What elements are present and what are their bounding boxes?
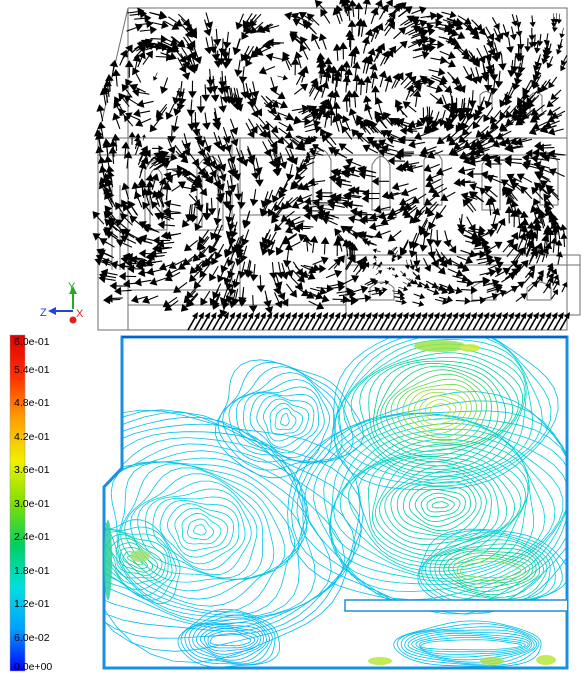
z-axis-head	[48, 307, 56, 315]
colorbar-tick-label: 6.0e-01	[14, 336, 50, 348]
colorbar-tick-label: 3.6e-01	[14, 464, 50, 476]
axis-label-x: X	[76, 308, 84, 320]
colorbar-tick-label: 4.8e-01	[14, 397, 50, 409]
velocity-vector-view: Y Z X	[40, 0, 580, 330]
colorbar-tick-label: 2.4e-01	[14, 531, 50, 543]
velocity-contour-plot	[33, 325, 584, 668]
contour-lines	[33, 325, 584, 667]
colorbar-tick-label: 1.2e-01	[14, 598, 50, 610]
colorbar-tick-label: 1.8e-01	[14, 565, 50, 577]
axis-label-y: Y	[68, 281, 76, 293]
colorbar-tick-label: 3.0e-01	[14, 498, 50, 510]
axis-triad: Y Z X	[40, 281, 84, 324]
axis-label-z: Z	[40, 307, 47, 319]
colorbar-tick-label: 6.0e-02	[14, 632, 50, 644]
colorbar-tick-label: 4.2e-01	[14, 431, 50, 443]
colorbar-tick-label: 0.0e+00	[14, 661, 52, 673]
colorbar-tick-label: 5.4e-01	[14, 364, 50, 376]
partition-slot	[345, 600, 567, 611]
